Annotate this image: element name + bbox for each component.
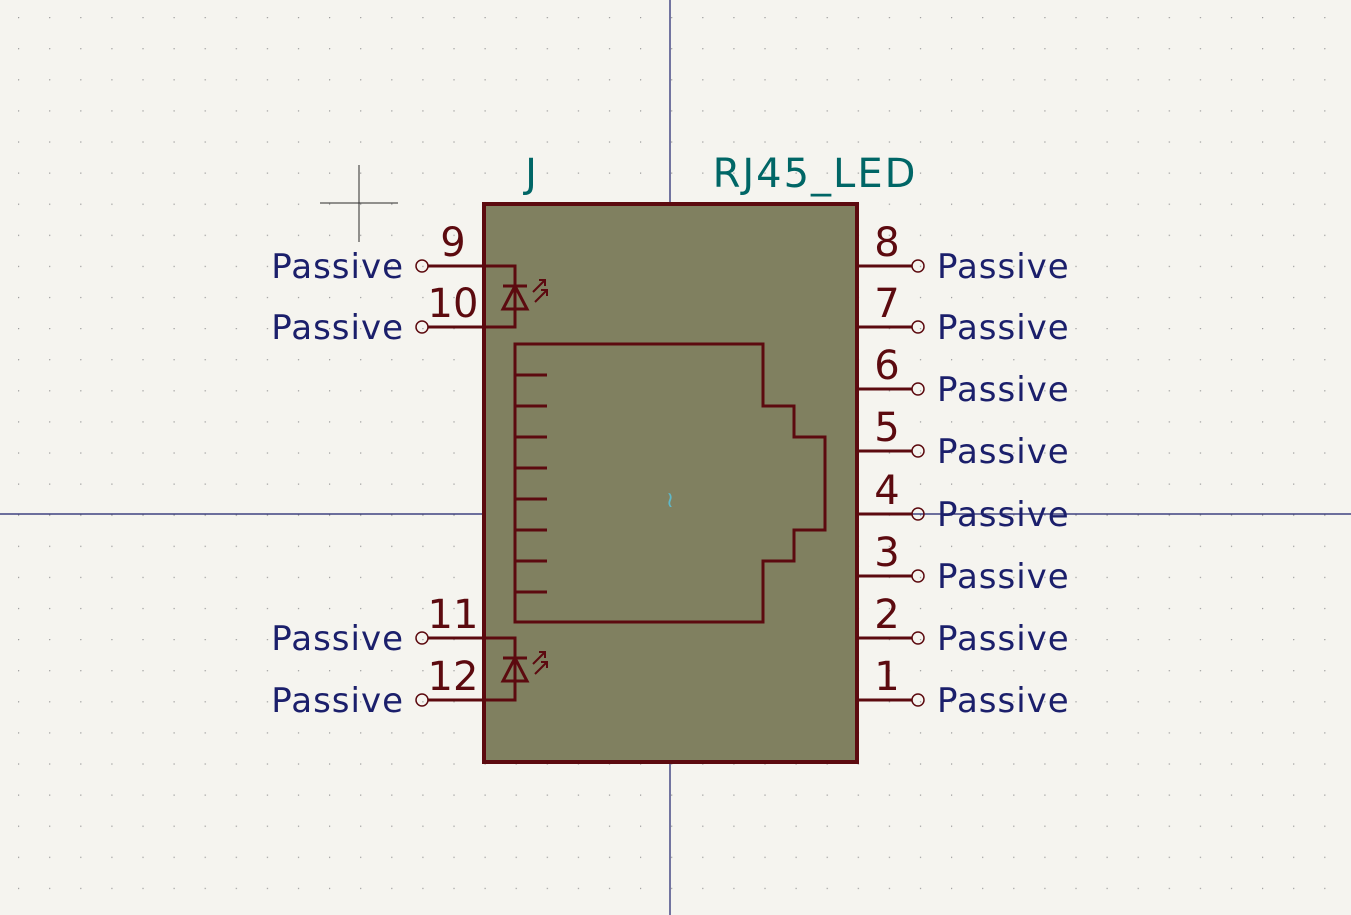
pin-type-label: Passive	[271, 681, 404, 721]
rj45-jack-outline	[513, 342, 827, 624]
pin-number: 9	[440, 220, 465, 266]
pin-type-label: Passive	[271, 619, 404, 659]
pin-type-label: Passive	[937, 247, 1070, 287]
pin-type-label: Passive	[271, 247, 404, 287]
pin-8[interactable]: 8 Passive	[857, 220, 1070, 287]
pin-number: 12	[428, 654, 479, 700]
pin-endpoint-icon	[911, 507, 925, 521]
pin-type-label: Passive	[937, 308, 1070, 348]
component-value[interactable]: RJ45_LED	[713, 151, 918, 197]
pin-endpoint-icon	[911, 569, 925, 583]
pin-number: 7	[874, 281, 899, 327]
anchor-icon: ≀	[666, 488, 674, 513]
pin-number: 11	[428, 592, 479, 638]
pin-6[interactable]: 6 Passive	[857, 343, 1070, 410]
pin-endpoint-icon	[911, 693, 925, 707]
pin-endpoint-icon	[911, 631, 925, 645]
pin-number: 10	[428, 281, 479, 327]
pin-10[interactable]: 10 Passive	[271, 281, 485, 348]
pin-7[interactable]: 7 Passive	[857, 281, 1070, 348]
pin-endpoint-icon	[415, 320, 429, 334]
pin-12[interactable]: 12 Passive	[271, 654, 485, 721]
pin-3[interactable]: 3 Passive	[857, 530, 1070, 597]
pin-9[interactable]: 9 Passive	[271, 220, 485, 287]
pin-endpoint-icon	[415, 693, 429, 707]
reference-designator[interactable]: J	[522, 151, 537, 197]
pin-number: 5	[874, 405, 899, 451]
pin-type-label: Passive	[271, 308, 404, 348]
pin-4[interactable]: 4 Passive	[857, 468, 1070, 535]
pin-endpoint-icon	[911, 382, 925, 396]
pin-endpoint-icon	[911, 444, 925, 458]
pin-type-label: Passive	[937, 495, 1070, 535]
led-icon-top	[485, 264, 548, 329]
pin-type-label: Passive	[937, 432, 1070, 472]
pin-type-label: Passive	[937, 557, 1070, 597]
pin-type-label: Passive	[937, 370, 1070, 410]
pin-endpoint-icon	[911, 320, 925, 334]
pin-2[interactable]: 2 Passive	[857, 592, 1070, 659]
pin-1[interactable]: 1 Passive	[857, 654, 1070, 721]
led-icon-bottom	[485, 636, 548, 702]
pin-number: 4	[874, 468, 899, 514]
cursor-crosshair	[320, 165, 398, 242]
pin-endpoint-icon	[911, 259, 925, 273]
rj45-contacts	[515, 373, 547, 594]
pin-number: 8	[874, 220, 899, 266]
component-body[interactable]	[482, 202, 859, 764]
pin-number: 2	[874, 592, 899, 638]
pin-type-label: Passive	[937, 619, 1070, 659]
pin-5[interactable]: 5 Passive	[857, 405, 1070, 472]
pin-number: 3	[874, 530, 899, 576]
pin-endpoint-icon	[415, 631, 429, 645]
pin-number: 6	[874, 343, 899, 389]
pin-type-label: Passive	[937, 681, 1070, 721]
pin-number: 1	[874, 654, 899, 700]
pin-11[interactable]: 11 Passive	[271, 592, 485, 659]
pin-endpoint-icon	[415, 259, 429, 273]
